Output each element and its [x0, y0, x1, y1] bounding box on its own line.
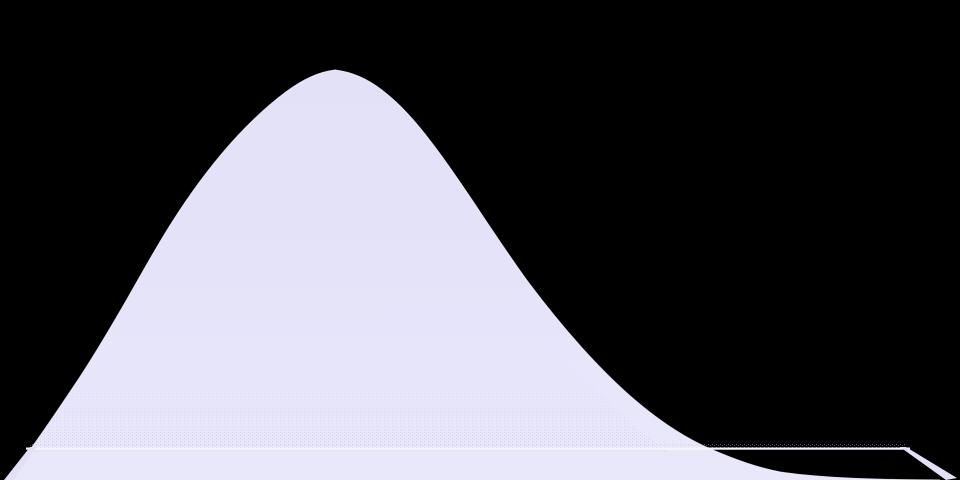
right-tail-stroke	[900, 447, 957, 480]
baseline-group	[26, 443, 910, 450]
left-tail-stroke	[4, 447, 36, 480]
tail-strokes	[4, 447, 957, 480]
baseline-dither-band	[30, 443, 906, 448]
baseline-rule	[26, 447, 910, 450]
